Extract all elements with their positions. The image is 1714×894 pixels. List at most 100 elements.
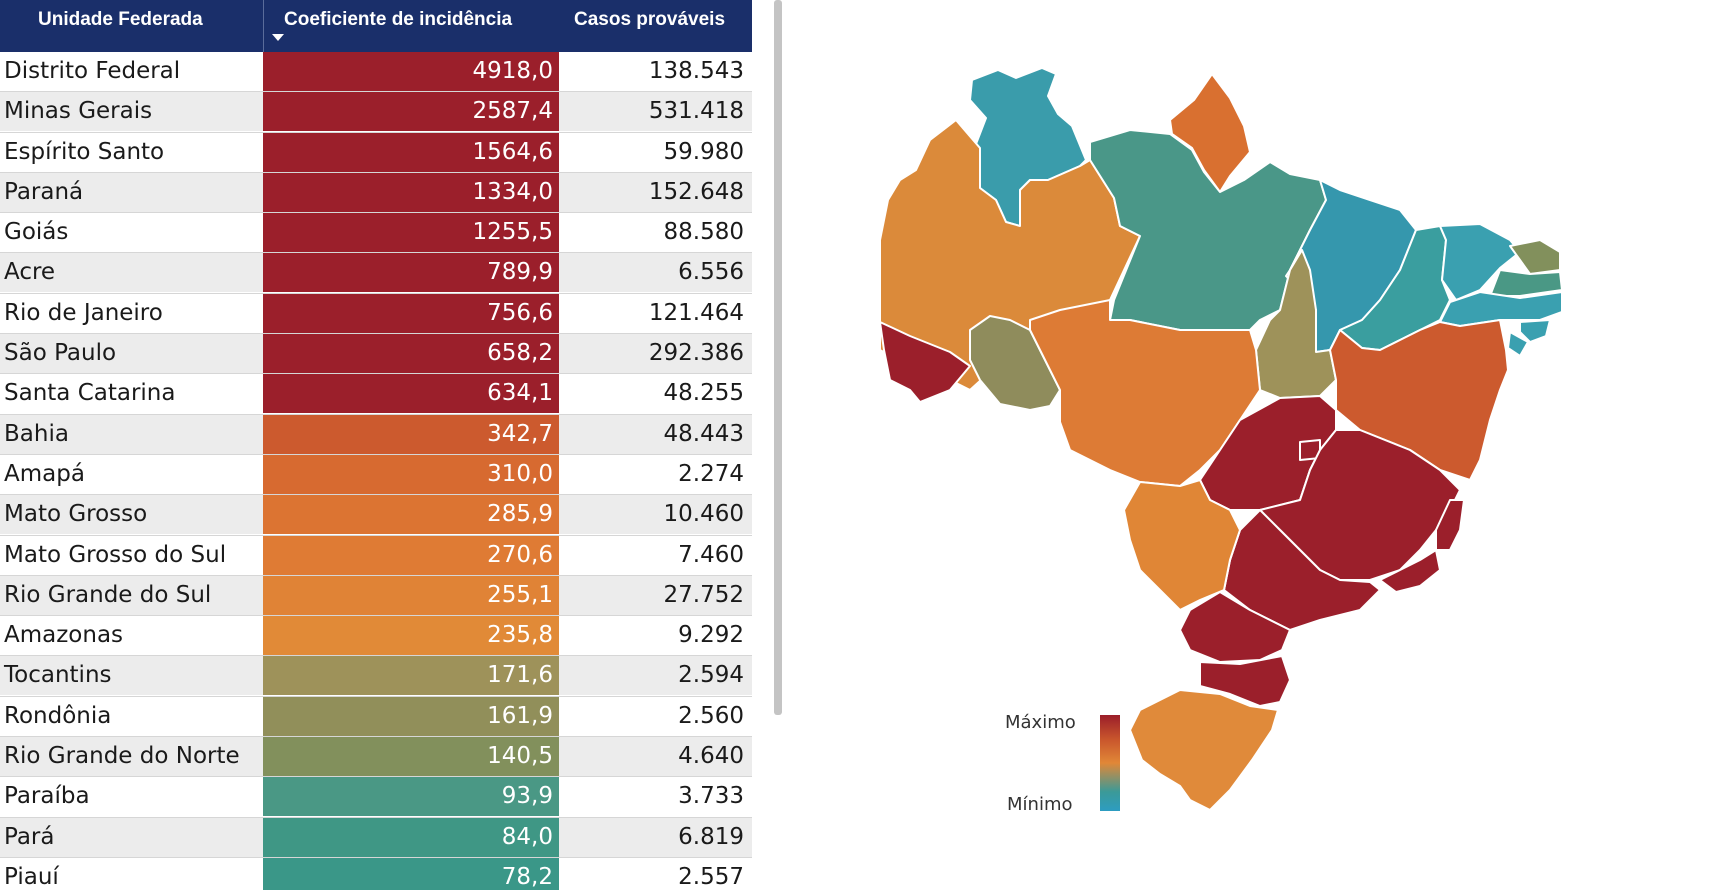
cell-casos-provaveis: 4.640 [559,737,752,777]
cell-coeficiente: 140,5 [263,737,559,777]
table-row[interactable]: Mato Grosso do Sul 270,6 7.460 [0,535,752,576]
legend-max-label: Máximo [1005,712,1076,733]
cell-casos-provaveis: 48.255 [559,374,752,414]
cell-coeficiente: 342,7 [263,414,559,454]
state-tocantins[interactable] [1255,249,1337,399]
cell-coeficiente: 270,6 [263,535,559,575]
brazil-map [879,30,1714,890]
legend-min-label: Mínimo [1007,794,1073,815]
cell-casos-provaveis: 531.418 [559,92,752,132]
table-row[interactable]: Rio Grande do Sul 255,1 27.752 [0,575,752,617]
row-divider [0,91,752,93]
cell-unidade-federada: Minas Gerais [0,92,263,132]
cell-casos-provaveis: 10.460 [559,495,752,535]
table-row[interactable]: Santa Catarina 634,1 48.255 [0,374,752,415]
cell-casos-provaveis: 3.733 [559,777,752,817]
cell-unidade-federada: São Paulo [0,334,263,374]
row-divider [0,453,752,455]
state-santa-catarina[interactable] [1199,655,1291,707]
state-parana[interactable] [1179,591,1291,663]
row-divider [0,615,752,617]
cell-unidade-federada: Amazonas [0,616,263,656]
cell-unidade-federada: Tocantins [0,656,263,696]
state-ceara[interactable] [1439,223,1521,301]
state-sergipe[interactable] [1507,331,1529,357]
color-legend: Máximo Mínimo [1005,708,1135,818]
state-espirito-santo[interactable] [1435,499,1465,551]
state-ms[interactable] [1123,479,1241,611]
table-row[interactable]: Mato Grosso 285,9 10.460 [0,495,752,536]
cell-coeficiente: 634,1 [263,374,559,414]
table-row[interactable]: Espírito Santo 1564,6 59.980 [0,132,752,173]
state-acre[interactable] [879,321,971,403]
legend-gradient-bar [1100,715,1120,811]
cell-unidade-federada: Pará [0,817,263,857]
cell-coeficiente: 171,6 [263,656,559,696]
cell-casos-provaveis: 59.980 [559,132,752,172]
cell-unidade-federada: Piauí [0,857,263,890]
row-divider [0,574,752,576]
cell-unidade-federada: Mato Grosso do Sul [0,535,263,575]
cell-coeficiente: 1564,6 [263,132,559,172]
row-divider [0,776,752,778]
row-divider [0,534,752,536]
cell-casos-provaveis: 6.819 [559,817,752,857]
state-rgs[interactable] [1129,689,1279,811]
state-mato-grosso[interactable] [1029,299,1261,487]
cell-unidade-federada: Paraná [0,172,263,212]
sort-descending-icon[interactable] [272,34,284,41]
cell-casos-provaveis: 121.464 [559,293,752,333]
header-coeficiente[interactable]: Coeficiente de incidência [284,9,513,30]
brazil-map-svg [879,67,1563,811]
row-divider [0,494,752,496]
cell-coeficiente: 161,9 [263,696,559,736]
table-row[interactable]: Goiás 1255,5 88.580 [0,213,752,254]
vertical-scrollbar[interactable] [774,0,782,715]
state-rio[interactable] [1379,549,1441,593]
cell-coeficiente: 285,9 [263,495,559,535]
table-row[interactable]: Pará 84,0 6.819 [0,817,752,858]
table-row[interactable]: São Paulo 658,2 292.386 [0,334,752,375]
table-row[interactable]: Rio de Janeiro 756,6 121.464 [0,293,752,335]
header-divider [263,0,264,52]
row-divider [0,131,752,133]
state-amapa[interactable] [1169,73,1251,193]
table-row[interactable]: Minas Gerais 2587,4 531.418 [0,92,752,133]
row-divider [0,171,752,173]
state-alagoas[interactable] [1519,319,1551,343]
table-row[interactable]: Paraná 1334,0 152.648 [0,172,752,214]
table-row[interactable]: Amazonas 235,8 9.292 [0,616,752,657]
cell-coeficiente: 93,9 [263,777,559,817]
table-row[interactable]: Piauí 78,2 2.557 [0,857,752,890]
table-row[interactable]: Amapá 310,0 2.274 [0,454,752,496]
cell-unidade-federada: Rio de Janeiro [0,293,263,333]
table-row[interactable]: Bahia 342,7 48.443 [0,414,752,455]
incidence-table: Unidade Federada Coeficiente de incidênc… [0,0,752,890]
table-row[interactable]: Rio Grande do Norte 140,5 4.640 [0,737,752,778]
cell-coeficiente: 235,8 [263,616,559,656]
cell-casos-provaveis: 6.556 [559,253,752,293]
cell-casos-provaveis: 2.274 [559,454,752,494]
table-body: Distrito Federal 4918,0 138.543 Minas Gerai… [0,52,752,890]
cell-unidade-federada: Rio Grande do Norte [0,737,263,777]
row-divider [0,252,752,254]
cell-coeficiente: 658,2 [263,334,559,374]
header-unidade-federada[interactable]: Unidade Federada [38,9,203,30]
cell-casos-provaveis: 7.460 [559,535,752,575]
table-row[interactable]: Acre 789,9 6.556 [0,253,752,294]
cell-unidade-federada: Amapá [0,454,263,494]
row-divider [0,736,752,738]
table-row[interactable]: Rondônia 161,9 2.560 [0,696,752,738]
cell-unidade-federada: Santa Catarina [0,374,263,414]
row-divider [0,816,752,818]
table-row[interactable]: Distrito Federal 4918,0 138.543 [0,52,752,93]
state-paraiba[interactable] [1489,269,1563,297]
table-row[interactable]: Paraíba 93,9 3.733 [0,777,752,818]
cell-coeficiente: 255,1 [263,575,559,615]
state-bahia[interactable] [1329,319,1509,481]
state-sao-paulo[interactable] [1223,509,1381,631]
table-row[interactable]: Tocantins 171,6 2.594 [0,656,752,697]
cell-unidade-federada: Mato Grosso [0,495,263,535]
header-casos-provaveis[interactable]: Casos prováveis [574,9,726,30]
state-rn[interactable] [1509,239,1561,275]
